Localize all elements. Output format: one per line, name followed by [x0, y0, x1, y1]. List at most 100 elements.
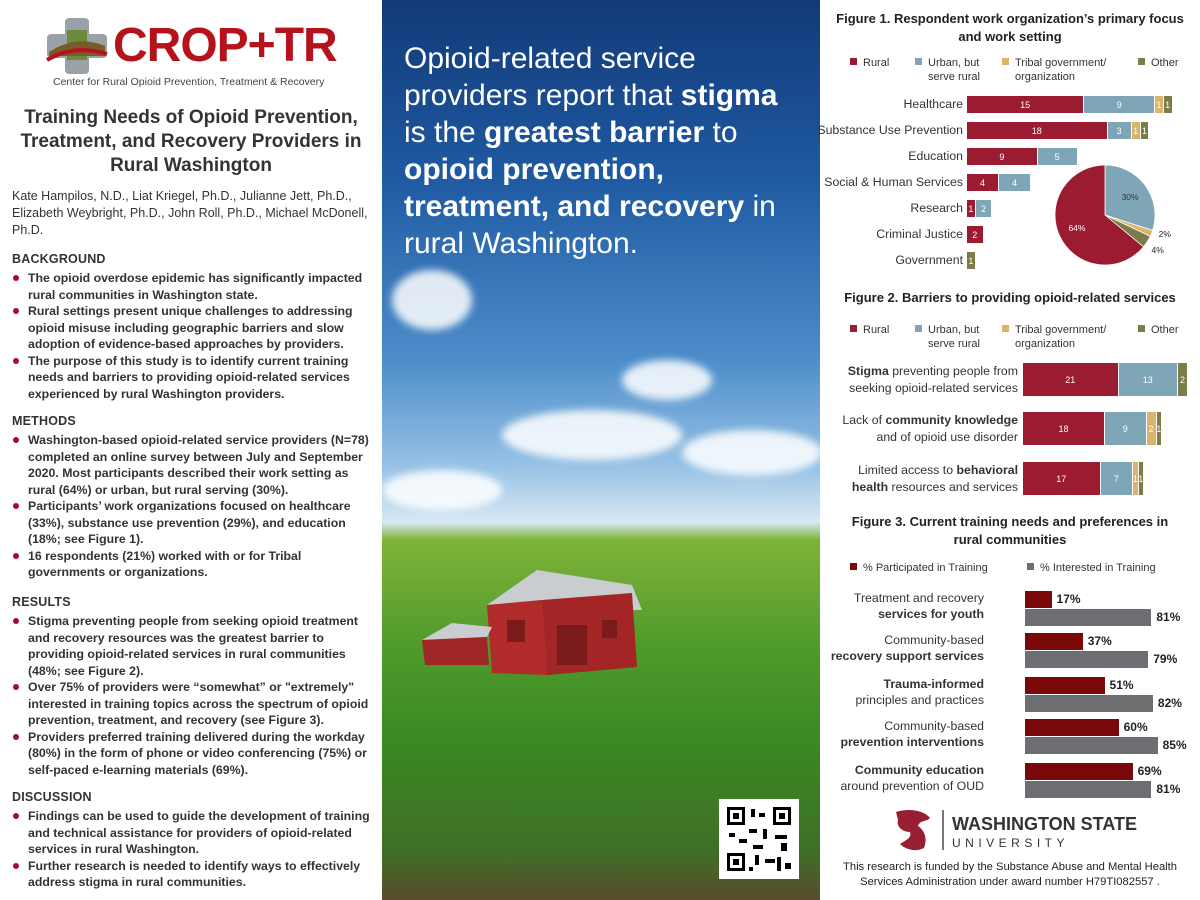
label-line: recovery support services — [830, 649, 984, 663]
pie-label: 30% — [1122, 192, 1139, 202]
figure-3-title: Figure 3. Current training needs and pre… — [851, 514, 1169, 547]
category-label: Criminal Justice — [876, 227, 963, 241]
label-text: resources and services — [888, 480, 1018, 494]
section-heading-results: RESULTS — [12, 595, 71, 609]
bar-segment: 3 — [1107, 122, 1131, 139]
logo-divider — [942, 810, 944, 850]
bar-segment: 1 — [1138, 462, 1143, 495]
funding-note: This research is funded by the Substance… — [843, 861, 1177, 888]
logo-subtitle: Center for Rural Opioid Prevention, Trea… — [53, 76, 325, 88]
label-line: Community-based — [884, 633, 984, 647]
legend-tribal: Tribal government/organization — [1002, 56, 1106, 84]
list-item: Participants’ work organizations focused… — [12, 498, 372, 548]
category-label: Substance Use Prevention — [817, 123, 963, 137]
list-item: The purpose of this study is to identify… — [12, 353, 372, 403]
bar-segment: 21 — [1023, 363, 1118, 396]
pie-slice — [1104, 164, 1156, 231]
headline: Opioid-related service providers report … — [404, 40, 804, 262]
data-label: 60% — [1123, 720, 1148, 734]
headline-bold: opioid prevention, treatment, and recove… — [404, 153, 745, 223]
legend-swatch — [850, 325, 857, 332]
category-label: Healthcare — [903, 97, 963, 111]
bar — [1025, 695, 1153, 712]
cloud — [392, 270, 472, 330]
list-item: Rural settings present unique challenges… — [12, 303, 372, 353]
legend-label: % Participated in Training — [863, 562, 988, 574]
logo-name: CROP+TR — [113, 19, 338, 72]
cloud — [682, 430, 820, 475]
bar-segment: 1 — [1163, 96, 1172, 113]
legend-tribal: Tribal government/organization — [1002, 323, 1106, 351]
section-heading-methods: METHODS — [12, 414, 76, 428]
label-line: around prevention of OUD — [840, 779, 984, 793]
category-label: Limited access to behavioral health resou… — [830, 462, 1018, 496]
legend-swatch — [850, 563, 857, 570]
figures-column: Figure 1. Respondent work organization’s… — [817, 0, 1200, 900]
data-label: 81% — [1156, 610, 1181, 624]
figure-1-pie-chart: 30% 2% 4% 64% — [1054, 164, 1172, 266]
wsu-name: WASHINGTON STATE — [952, 814, 1138, 834]
bar-segment: 1 — [967, 200, 975, 217]
headline-text: in rural Washington. — [404, 190, 776, 260]
list-item: 16 respondents (21%) worked with or for … — [12, 548, 372, 581]
bar-segment: 1 — [1131, 122, 1140, 139]
list-item: Further research is needed to identify w… — [12, 858, 372, 891]
bar-segment: 9 — [967, 148, 1037, 165]
cloud — [382, 470, 502, 510]
qr-code[interactable] — [719, 799, 799, 879]
label-text: and of opioid use disorder — [876, 430, 1018, 444]
label-line: seeking opioid-related services — [830, 380, 1018, 397]
legend-label: Rural — [863, 324, 890, 336]
headline-bold: stigma — [680, 79, 778, 112]
legend-label: Rural — [863, 57, 890, 69]
bar — [1025, 591, 1052, 608]
legend-label: serve rural — [928, 338, 980, 350]
stacked-bar: 18 3 1 1 — [967, 122, 1149, 139]
bar-segment: 1 — [967, 252, 975, 269]
headline-text: Opioid-related service providers report … — [404, 42, 696, 112]
category-label: Social & Human Services — [824, 175, 963, 189]
red-barn-illustration — [422, 570, 642, 675]
legend-label: Tribal government/ — [1015, 324, 1107, 336]
bar-segment: 2 — [1178, 363, 1187, 396]
legend-label: Other — [1151, 324, 1179, 336]
label-text: seeking opioid-related services — [849, 381, 1018, 395]
crop-tr-logo: CROP+TR Center for Rural Opioid Preventi… — [45, 12, 338, 96]
data-label: 51% — [1109, 678, 1134, 692]
label-bold: behavioral — [956, 463, 1018, 477]
left-column: CROP+TR Center for Rural Opioid Preventi… — [0, 0, 382, 900]
stacked-bar: 17 7 1 1 — [1023, 462, 1144, 495]
bar — [1025, 737, 1158, 754]
legend-urban: Urban, but serve rural — [915, 56, 980, 84]
label-bold: health — [851, 480, 889, 494]
background-list: The opioid overdose epidemic has signifi… — [12, 270, 372, 402]
bar — [1025, 609, 1152, 626]
legend-label: organization — [1015, 338, 1075, 350]
legend-label: serve rural — [928, 71, 980, 83]
legend-swatch — [1002, 58, 1009, 65]
list-item: Stigma preventing people from seeking op… — [12, 613, 372, 679]
cross-logo-icon — [46, 18, 108, 74]
bar-segment: 1 — [1140, 122, 1149, 139]
stacked-bar: 1 — [967, 252, 976, 269]
bar — [1025, 651, 1149, 668]
category-label: Trauma-informed principles and practices — [820, 676, 985, 708]
list-item: Findings can be used to guide the develo… — [12, 808, 372, 858]
label-line: Limited access to behavioral — [830, 462, 1018, 479]
pie-label: 2% — [1159, 229, 1172, 239]
headline-text: to — [704, 116, 738, 149]
list-item: The opioid overdose epidemic has signifi… — [12, 270, 372, 303]
pie-label: 64% — [1068, 223, 1085, 233]
bar-segment: 2 — [975, 200, 992, 217]
legend-label: Urban, but — [928, 324, 980, 336]
bar-segment: 5 — [1037, 148, 1077, 165]
bar-segment: 1 — [1155, 96, 1163, 113]
bar — [1025, 719, 1119, 736]
legend-swatch — [915, 325, 922, 332]
discussion-list: Findings can be used to guide the develo… — [12, 808, 372, 891]
pie-slice — [1054, 164, 1145, 266]
legend-swatch — [850, 58, 857, 65]
